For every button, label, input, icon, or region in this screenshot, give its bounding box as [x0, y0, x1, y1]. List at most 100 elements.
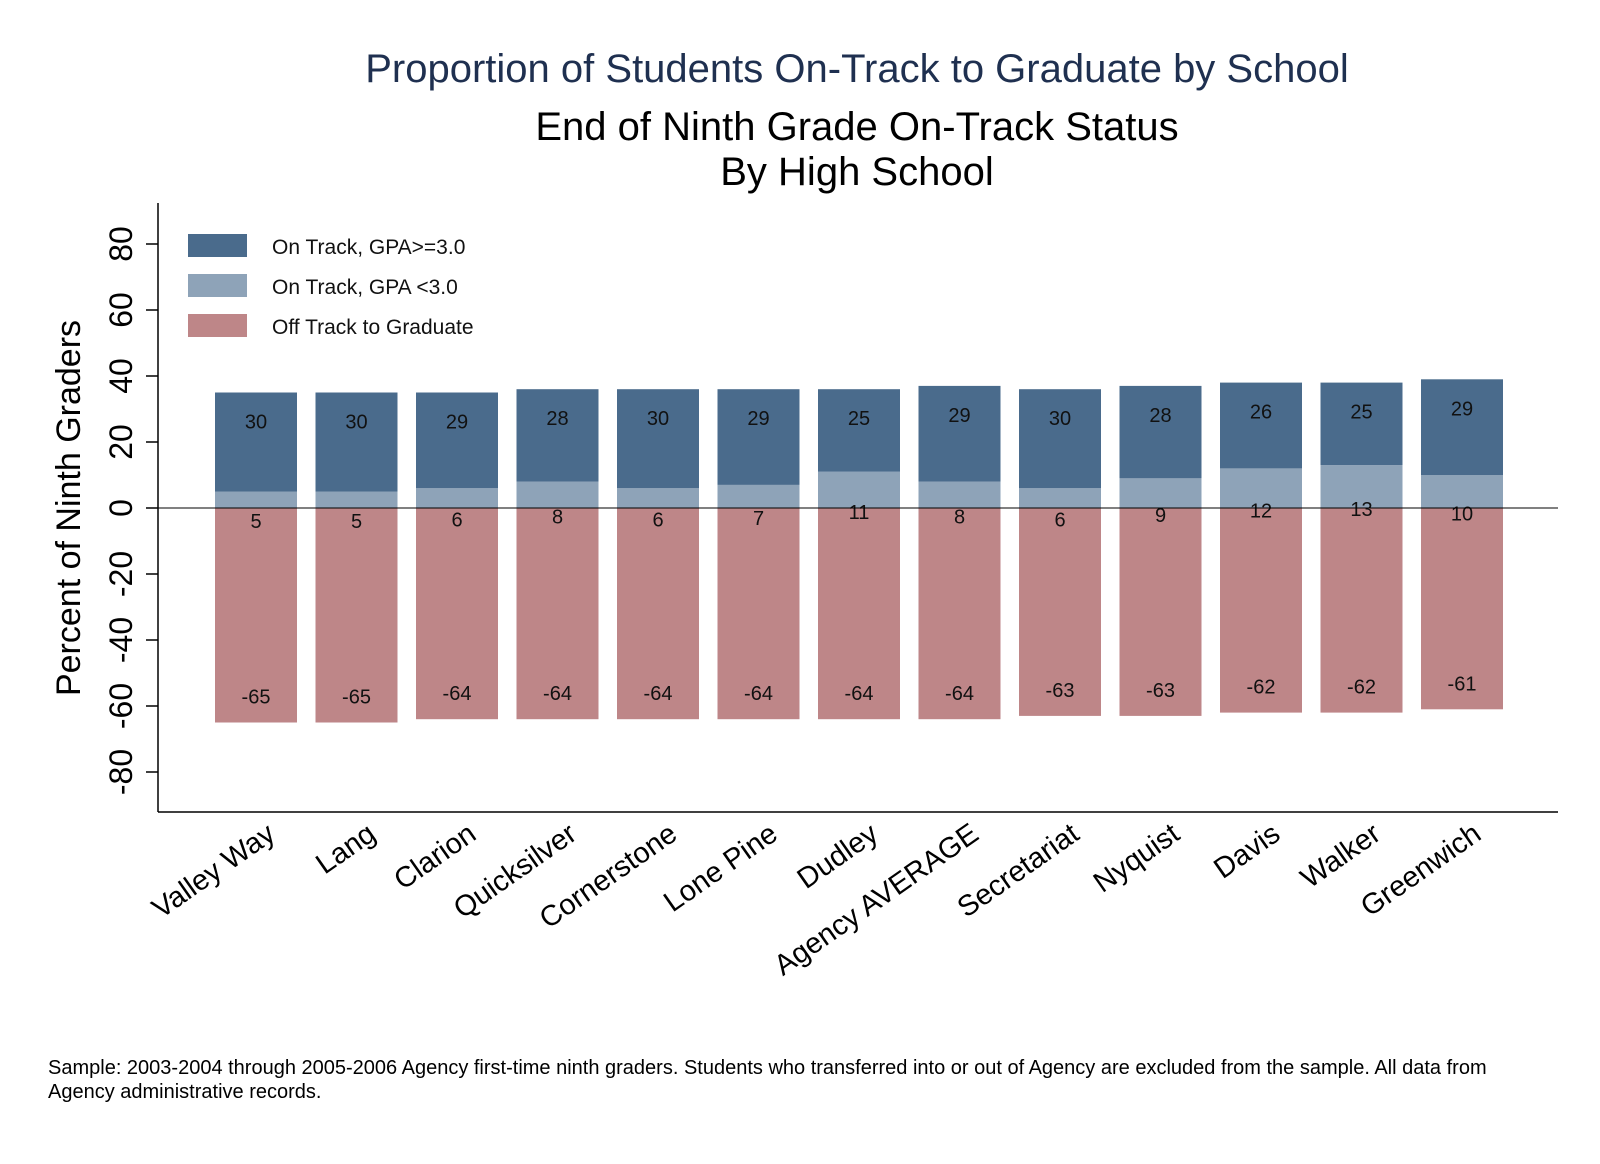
bar-off-track-quicksilver — [516, 508, 599, 720]
bar-on-track-gpa-3-plus-nyquist — [1119, 385, 1202, 479]
bar-on-track-gpa-3-plus-lang — [315, 392, 398, 492]
data-label-off-track: -64 — [543, 683, 572, 705]
bar-off-track-cornerstone — [617, 508, 699, 720]
bar-on-track-gpa-3-plus-clarion — [416, 392, 498, 489]
data-label-off-track: -64 — [945, 683, 974, 705]
data-label-off-track: -63 — [1046, 680, 1075, 702]
y-ticks: -80 -60 -40 -20 0 20 40 60 80 — [103, 226, 158, 795]
bar-on-track-gpa-below-3-quicksilver — [516, 481, 599, 508]
data-label-gpa-3-plus: 30 — [1049, 408, 1071, 430]
legend-swatch-off-track-to-graduate — [188, 314, 247, 337]
bar-on-track-gpa-below-3-walker — [1320, 465, 1403, 508]
x-category-label: Lone Pine — [658, 818, 783, 919]
bar-off-track-secretariat — [1019, 508, 1101, 716]
data-label-gpa-below-3: 9 — [1155, 505, 1166, 527]
data-label-gpa-below-3: 8 — [954, 507, 965, 529]
y-tick-label: 60 — [103, 292, 139, 328]
bar-on-track-gpa-3-plus-greenwich — [1421, 379, 1503, 475]
bar-on-track-gpa-below-3-lone-pine — [717, 484, 800, 508]
chart-subtitle-line-2: By High School — [720, 150, 993, 194]
data-label-off-track: -64 — [443, 683, 472, 705]
data-label-gpa-below-3: 10 — [1451, 504, 1473, 526]
bar-on-track-gpa-3-plus-agency-average — [918, 385, 1001, 482]
bar-off-track-greenwich — [1421, 508, 1503, 710]
bar-on-track-gpa-below-3-davis — [1220, 468, 1302, 508]
data-label-gpa-below-3: 7 — [753, 508, 764, 530]
legend: On Track, GPA>=3.0 On Track, GPA <3.0 Off … — [188, 234, 474, 339]
x-category-label: Nyquist — [1088, 818, 1186, 900]
data-label-gpa-below-3: 5 — [351, 511, 362, 533]
y-tick-label: 40 — [103, 358, 139, 394]
legend-label-on-track-gpa-3-0: On Track, GPA <3.0 — [272, 276, 458, 299]
bar-off-track-valley-way — [215, 508, 297, 723]
bar-on-track-gpa-below-3-dudley — [818, 471, 900, 508]
data-label-gpa-3-plus: 28 — [1149, 405, 1171, 427]
bar-on-track-gpa-below-3-clarion — [416, 488, 498, 508]
data-label-gpa-3-plus: 29 — [948, 405, 970, 427]
y-axis-label: Percent of Ninth Graders — [50, 320, 88, 696]
legend-label-off-track-to-graduate: Off Track to Graduate — [272, 316, 474, 339]
y-tick-label: 80 — [103, 226, 139, 262]
data-label-off-track: -65 — [342, 687, 371, 709]
bar-on-track-gpa-3-plus-valley-way — [215, 392, 297, 492]
data-label-gpa-below-3: 13 — [1350, 499, 1372, 521]
data-label-off-track: -62 — [1347, 677, 1376, 699]
y-tick-label: 20 — [103, 424, 139, 460]
bar-on-track-gpa-below-3-lang — [315, 491, 398, 508]
data-label-off-track: -61 — [1448, 673, 1477, 695]
data-label-gpa-below-3: 8 — [552, 507, 563, 529]
bar-off-track-clarion — [416, 508, 498, 720]
chart-subtitle-line-1: End of Ninth Grade On-Track Status — [535, 105, 1178, 149]
bar-on-track-gpa-below-3-greenwich — [1421, 475, 1503, 508]
bar-on-track-gpa-3-plus-quicksilver — [516, 389, 599, 482]
bar-on-track-gpa-below-3-cornerstone — [617, 488, 699, 508]
x-category-label: Valley Way — [146, 817, 281, 925]
bar-on-track-gpa-below-3-agency-average — [918, 481, 1001, 508]
data-label-gpa-3-plus: 25 — [1350, 402, 1372, 424]
data-label-off-track: -63 — [1146, 680, 1175, 702]
data-label-gpa-3-plus: 30 — [245, 412, 267, 434]
x-category-label: Walker — [1295, 817, 1387, 895]
data-label-gpa-below-3: 11 — [849, 502, 870, 524]
data-label-off-track: -64 — [644, 683, 673, 705]
bar-on-track-gpa-below-3-secretariat — [1019, 488, 1101, 508]
data-label-gpa-below-3: 6 — [451, 510, 462, 532]
data-label-gpa-3-plus: 26 — [1250, 402, 1272, 424]
bar-off-track-walker — [1320, 508, 1403, 713]
y-tick-label: -60 — [103, 683, 139, 729]
data-label-gpa-3-plus: 28 — [546, 408, 568, 430]
bar-off-track-davis — [1220, 508, 1302, 713]
bar-on-track-gpa-3-plus-cornerstone — [617, 389, 699, 489]
bar-off-track-lone-pine — [717, 508, 800, 720]
data-label-gpa-below-3: 6 — [652, 510, 663, 532]
data-label-gpa-3-plus: 29 — [747, 408, 769, 430]
bar-off-track-dudley — [818, 508, 900, 720]
data-labels: 30 5 -65 30 5 -65 29 6 -64 28 8 -64 30 6 -64 29 7 -64 25 11… — [242, 398, 1477, 708]
data-label-gpa-3-plus: 29 — [1451, 398, 1473, 420]
y-tick-label: -40 — [103, 617, 139, 663]
data-label-off-track: -64 — [744, 683, 773, 705]
y-tick-label: -20 — [103, 551, 139, 597]
bar-on-track-gpa-below-3-nyquist — [1119, 478, 1202, 508]
data-label-gpa-below-3: 5 — [250, 511, 261, 533]
x-category-label: Lang — [310, 818, 381, 881]
data-label-gpa-3-plus: 30 — [345, 412, 367, 434]
y-tick-label: -80 — [103, 749, 139, 795]
data-label-gpa-3-plus: 30 — [647, 408, 669, 430]
bar-off-track-nyquist — [1119, 508, 1202, 716]
data-label-off-track: -65 — [242, 687, 271, 709]
x-category-label: Davis — [1208, 818, 1286, 886]
data-label-off-track: -64 — [845, 683, 874, 705]
legend-swatch-on-track-gpa-3-0 — [188, 234, 247, 257]
data-label-off-track: -62 — [1247, 677, 1276, 699]
bar-on-track-gpa-3-plus-dudley — [818, 389, 900, 472]
legend-swatch-on-track-gpa-3-0 — [188, 274, 247, 297]
bar-off-track-agency-average — [918, 508, 1001, 720]
legend-label-on-track-gpa-3-0: On Track, GPA>=3.0 — [272, 236, 465, 259]
data-label-gpa-below-3: 12 — [1250, 501, 1272, 523]
bar-on-track-gpa-3-plus-walker — [1320, 382, 1403, 466]
chart-title: Proportion of Students On-Track to Gradu… — [365, 47, 1348, 91]
bar-on-track-gpa-3-plus-davis — [1220, 382, 1302, 469]
x-labels: Valley Way Lang ClarionQuicksilverCornerst… — [146, 817, 1487, 982]
